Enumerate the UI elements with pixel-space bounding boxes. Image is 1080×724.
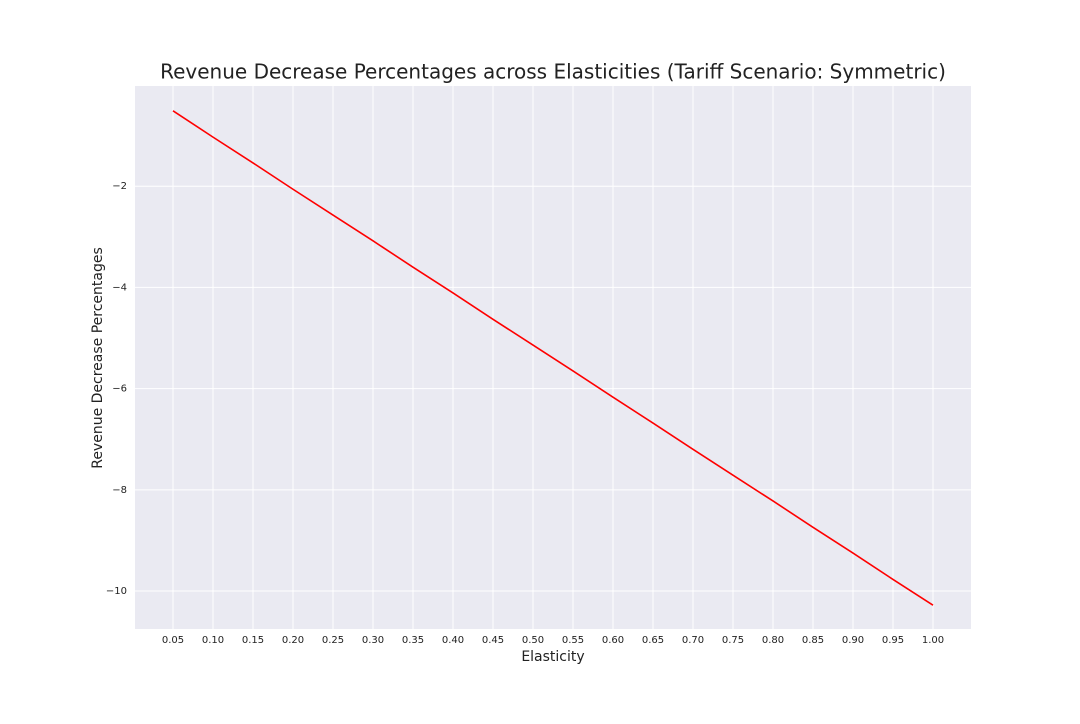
- x-tick-label: 0.30: [362, 635, 384, 646]
- chart-title: Revenue Decrease Percentages across Elas…: [160, 60, 946, 84]
- y-tick-label: −10: [106, 586, 127, 597]
- y-tick-label: −2: [112, 181, 127, 192]
- x-tick-label: 0.15: [242, 635, 264, 646]
- x-tick-label: 1.00: [922, 635, 944, 646]
- x-tick-label: 0.50: [522, 635, 544, 646]
- x-tick-label: 0.45: [482, 635, 504, 646]
- x-tick-label: 0.35: [402, 635, 424, 646]
- y-axis-label: Revenue Decrease Percentages: [90, 247, 106, 469]
- x-tick-label: 0.55: [562, 635, 584, 646]
- x-tick-label: 0.75: [722, 635, 744, 646]
- x-tick-label: 0.90: [842, 635, 864, 646]
- x-tick-label: 0.25: [322, 635, 344, 646]
- x-tick-label: 0.65: [642, 635, 664, 646]
- x-tick-label: 0.05: [162, 635, 184, 646]
- x-tick-label: 0.60: [602, 635, 624, 646]
- y-tick-label: −4: [112, 282, 127, 293]
- x-axis-label: Elasticity: [521, 649, 584, 665]
- x-tick-label: 0.95: [882, 635, 904, 646]
- data-line: [172, 110, 934, 606]
- y-tick-label: −8: [112, 485, 127, 496]
- y-tick-label: −6: [112, 384, 127, 395]
- x-tick-label: 0.70: [682, 635, 704, 646]
- x-tick-label: 0.10: [202, 635, 224, 646]
- x-tick-label: 0.40: [442, 635, 464, 646]
- x-tick-label: 0.80: [762, 635, 784, 646]
- x-tick-label: 0.20: [282, 635, 304, 646]
- x-tick-label: 0.85: [802, 635, 824, 646]
